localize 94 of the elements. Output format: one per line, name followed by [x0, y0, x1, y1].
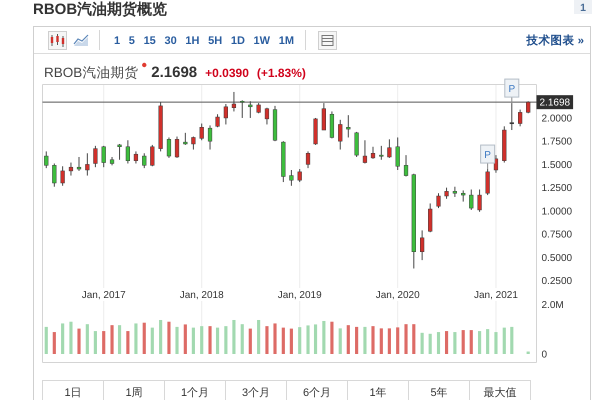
bar: [314, 324, 318, 354]
bar: [216, 328, 220, 354]
bar: [306, 325, 310, 354]
bar: [184, 324, 187, 354]
bar: [338, 328, 342, 354]
bar: [346, 325, 350, 354]
bar: [388, 328, 391, 354]
text: 1周: [125, 387, 143, 399]
bar: [150, 328, 154, 354]
bar: [412, 324, 416, 354]
flag-note: P: [480, 144, 496, 170]
text: RBOB汽油期货概览: [33, 1, 168, 18]
text: 1: [580, 2, 586, 14]
text: (+1.83%): [256, 66, 306, 80]
bar: [404, 324, 408, 354]
bar: [322, 320, 326, 354]
bar: [396, 327, 400, 354]
y-tick-label: 1.7500: [542, 136, 573, 148]
bar: [282, 328, 285, 354]
bar: [240, 324, 244, 354]
flag-note: P: [504, 78, 520, 104]
text: 1 5 15 30 1H 5H 1D 1W 1M: [114, 35, 294, 47]
bar: [110, 325, 114, 354]
bar: [248, 328, 252, 354]
text: +0.0390: [205, 66, 250, 80]
text: 最大值: [484, 386, 516, 399]
bar: [142, 322, 146, 354]
annotation: P: [508, 84, 516, 96]
bar: [502, 328, 506, 354]
x-tick-label: Jan, 2021: [474, 290, 518, 301]
y-tick-label: 1.0000: [542, 206, 573, 218]
y-tick-label: 2.0000: [542, 113, 573, 124]
bar: [420, 332, 424, 354]
text: 6个月: [302, 387, 332, 399]
y-tick-label: 2.0M: [542, 300, 564, 312]
bar: [94, 331, 97, 354]
y-tick-label: 0.2500: [542, 276, 573, 288]
text: 2.1698: [151, 64, 198, 81]
bar: [224, 326, 228, 354]
bar: [453, 332, 456, 354]
bar: [290, 328, 293, 354]
bar: [192, 328, 195, 354]
bar: [69, 322, 73, 354]
annotation: P: [484, 150, 492, 162]
bar: [44, 326, 48, 354]
bar: [159, 320, 162, 354]
bar: [86, 324, 89, 354]
bar: [355, 326, 358, 354]
bar: [510, 326, 514, 354]
x-tick-label: Jan, 2018: [180, 290, 224, 301]
x-tick-label: Jan, 2020: [376, 290, 420, 301]
bar: [330, 322, 334, 354]
bar: [167, 322, 171, 354]
bar: [77, 328, 81, 354]
bar: [102, 331, 106, 354]
bar: [257, 320, 260, 354]
bar: [494, 332, 498, 354]
text: 1日: [64, 387, 82, 399]
bar: [444, 331, 448, 354]
text: 1年: [369, 387, 387, 399]
bar: [470, 330, 473, 354]
bar: [134, 323, 138, 354]
x-tick-label: Jan, 2017: [82, 290, 126, 301]
ref-line-label: 2.1698: [540, 98, 571, 109]
chart-title: RBOB汽油期货: [44, 65, 138, 80]
y-tick-label: 0.5000: [542, 252, 573, 264]
bar: [208, 326, 212, 354]
bar: [175, 326, 179, 354]
y-tick-label: 0.7500: [542, 230, 573, 241]
bar: [478, 331, 482, 354]
text: 技术图表 »: [525, 33, 584, 47]
bar: [428, 334, 432, 354]
bar: [371, 326, 375, 354]
bar: [52, 332, 56, 354]
bar: [363, 326, 367, 354]
bar: [380, 328, 383, 354]
bar: [462, 330, 465, 354]
bar: [436, 332, 440, 354]
bar: [273, 323, 277, 354]
text: 1个月: [180, 387, 210, 399]
text: 3个月: [242, 387, 270, 399]
y-tick-label: 1.5000: [542, 160, 573, 171]
x-tick-label: Jan, 2019: [278, 290, 322, 301]
bar: [61, 323, 64, 354]
text: 5年: [430, 387, 448, 399]
bar: [200, 326, 204, 354]
bar: [126, 331, 130, 354]
y-tick-label: 0: [542, 350, 548, 360]
bar: [118, 325, 122, 354]
bar: [486, 329, 490, 354]
bar: [265, 326, 269, 354]
y-tick-label: 1.2500: [542, 183, 573, 194]
bar: [298, 327, 302, 354]
bar: [232, 320, 236, 354]
